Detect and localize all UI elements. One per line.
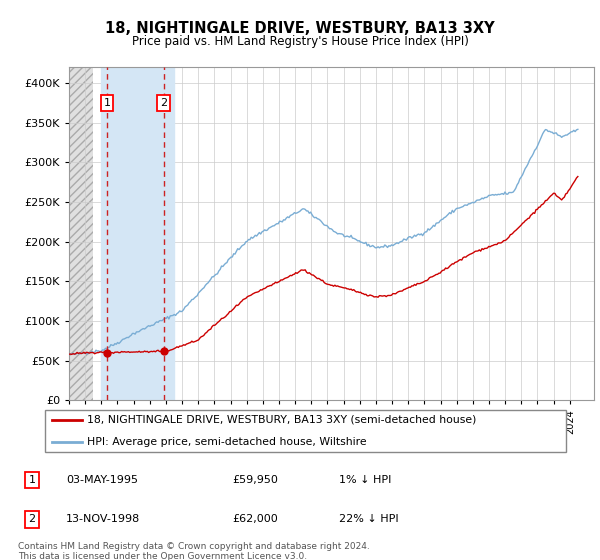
Text: 1% ↓ HPI: 1% ↓ HPI [340, 475, 392, 485]
Text: £62,000: £62,000 [232, 515, 278, 525]
Bar [101, 67, 174, 400]
Text: 18, NIGHTINGALE DRIVE, WESTBURY, BA13 3XY: 18, NIGHTINGALE DRIVE, WESTBURY, BA13 3X… [105, 21, 495, 36]
Text: £59,950: £59,950 [232, 475, 278, 485]
Text: 18, NIGHTINGALE DRIVE, WESTBURY, BA13 3XY (semi-detached house): 18, NIGHTINGALE DRIVE, WESTBURY, BA13 3X… [87, 415, 476, 425]
Text: 1: 1 [29, 475, 35, 485]
Bar [69, 67, 93, 400]
Text: 2: 2 [160, 98, 167, 108]
Text: 1: 1 [103, 98, 110, 108]
Text: HPI: Average price, semi-detached house, Wiltshire: HPI: Average price, semi-detached house,… [87, 437, 367, 447]
Text: Contains HM Land Registry data © Crown copyright and database right 2024.
This d: Contains HM Land Registry data © Crown c… [18, 542, 370, 560]
Text: 13-NOV-1998: 13-NOV-1998 [66, 515, 140, 525]
Text: 03-MAY-1995: 03-MAY-1995 [66, 475, 138, 485]
Text: 2: 2 [29, 515, 35, 525]
Text: 22% ↓ HPI: 22% ↓ HPI [340, 515, 399, 525]
Text: Price paid vs. HM Land Registry's House Price Index (HPI): Price paid vs. HM Land Registry's House … [131, 35, 469, 48]
FancyBboxPatch shape [44, 409, 566, 452]
